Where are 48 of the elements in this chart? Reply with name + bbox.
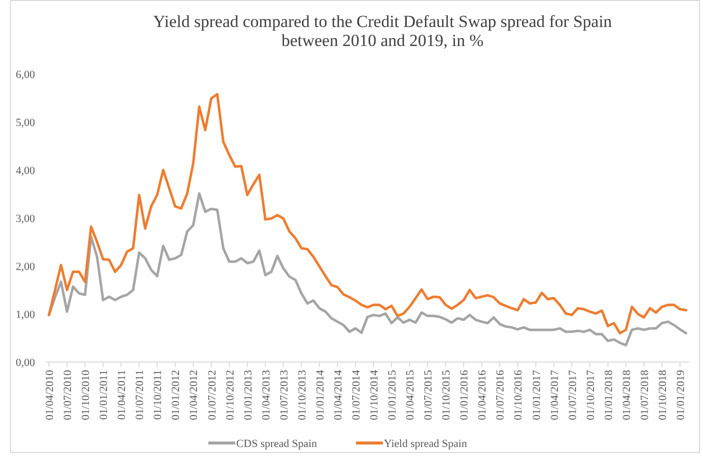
- x-tick-label: 01/04/2011: [116, 370, 128, 420]
- x-tick-label: 01/04/2012: [188, 370, 200, 420]
- line-series: [48, 192, 688, 346]
- y-tick-label: 0,00: [16, 356, 36, 369]
- x-tick-label: 01/10/2016: [512, 370, 525, 420]
- y-tick-label: 5,00: [16, 116, 36, 129]
- x-tick-label: 01/04/2017: [548, 370, 561, 420]
- x-tick-label: 01/07/2016: [494, 370, 507, 420]
- y-tick-label: 1,00: [16, 308, 36, 321]
- x-tick-label: 01/10/2014: [368, 370, 381, 420]
- x-tick-label: 01/07/2017: [566, 370, 579, 420]
- x-tick-label: 01/01/2019: [674, 370, 687, 420]
- y-tick-label: 6,00: [16, 68, 36, 81]
- x-tick-label: 01/01/2013: [242, 370, 254, 420]
- x-tick-label: 01/04/2015: [404, 370, 417, 420]
- line-series: [48, 92, 688, 334]
- x-tick-label: 01/04/2018: [620, 370, 633, 420]
- x-tick-label: 01/10/2015: [440, 370, 453, 420]
- x-tick-label: 01/10/2011: [152, 370, 164, 420]
- x-tick-label: 01/10/2013: [296, 370, 308, 420]
- y-tick-label: 3,00: [16, 212, 36, 225]
- chart-title: Yield spread compared to the Credit Default Swap spread for Spain between 2010 and 2019, in %: [153, 12, 612, 50]
- x-tick-label: 01/01/2012: [170, 370, 182, 420]
- x-tick-label: 01/04/2014: [332, 370, 344, 420]
- x-tick-label: 01/07/2011: [134, 370, 146, 420]
- x-tick-label: 01/10/2010: [80, 370, 92, 420]
- legend-label: Yield spread Spain: [384, 438, 468, 450]
- x-tick-label: 01/10/2017: [584, 370, 597, 420]
- x-tick-label: 01/01/2014: [314, 370, 326, 420]
- x-tick-label: 01/07/2014: [350, 370, 362, 420]
- x-tick-label: 01/07/2018: [638, 370, 651, 420]
- x-tick-label: 01/04/2010: [44, 370, 56, 420]
- x-tick-label: 01/01/2015: [386, 370, 399, 420]
- x-tick-label: 01/10/2018: [656, 370, 669, 420]
- y-tick-label: 2,00: [16, 260, 36, 273]
- legend-label: CDS spread Spain: [236, 438, 318, 450]
- x-tick-label: 01/01/2018: [602, 370, 615, 420]
- x-tick-label: 01/07/2010: [62, 370, 74, 420]
- x-tick-label: 01/07/2015: [422, 370, 435, 420]
- y-tick-label: 4,00: [16, 164, 36, 177]
- x-tick-label: 01/07/2012: [206, 370, 218, 420]
- x-tick-label: 01/10/2012: [224, 370, 236, 420]
- x-tick-label: 01/01/2017: [530, 370, 543, 420]
- x-tick-label: 01/04/2013: [260, 370, 272, 420]
- x-tick-label: 01/07/2013: [278, 370, 290, 420]
- x-tick-label: 01/04/2016: [476, 370, 489, 420]
- x-tick-label: 01/01/2011: [98, 370, 110, 420]
- x-tick-label: 01/01/2016: [458, 370, 471, 420]
